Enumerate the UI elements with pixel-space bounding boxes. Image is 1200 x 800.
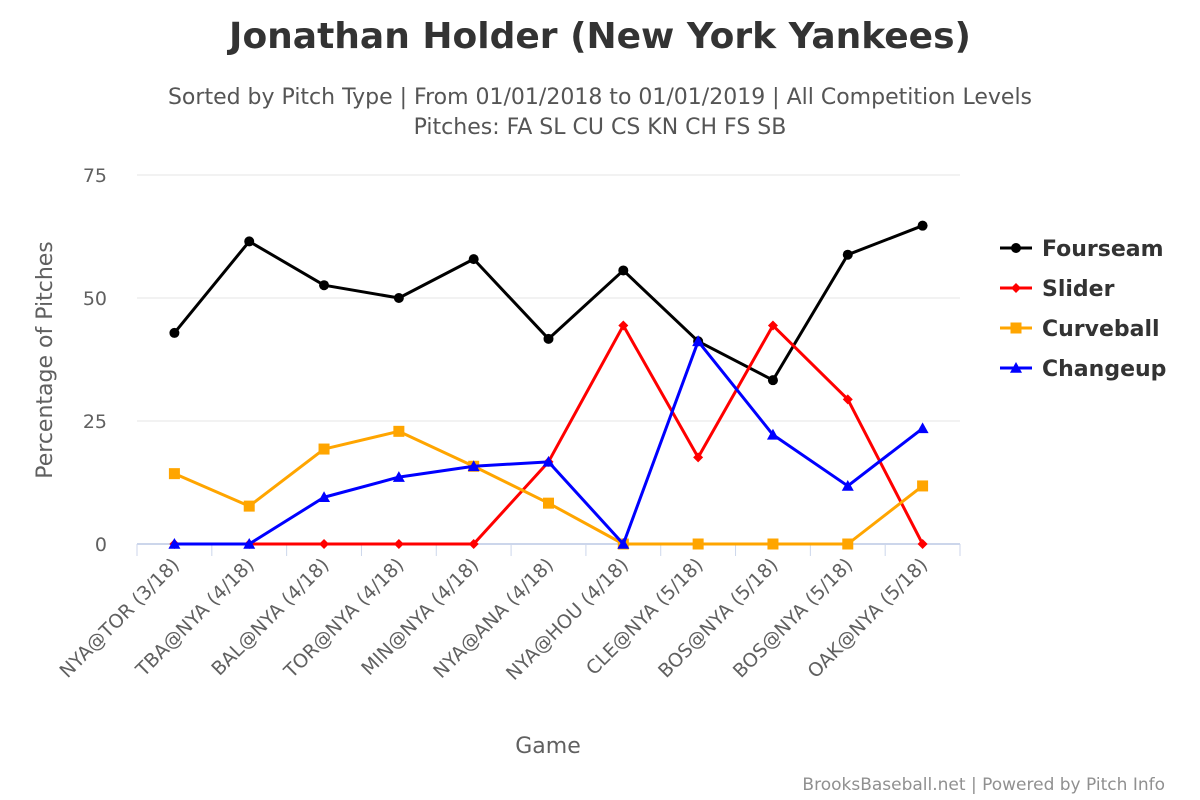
series-line-curveball xyxy=(173,429,924,546)
point-slider-6 xyxy=(618,320,629,331)
point-fourseam-2 xyxy=(319,280,330,291)
point-slider-3 xyxy=(393,539,404,549)
credit-text[interactable]: BrooksBaseball.net | Powered by Pitch In… xyxy=(802,775,1165,795)
legend-marker-fourseam xyxy=(1011,243,1021,253)
point-curveball-1 xyxy=(243,500,255,512)
series-group xyxy=(168,220,929,550)
point-fourseam-5 xyxy=(543,333,554,344)
series-curveball xyxy=(168,425,929,550)
point-changeup-1 xyxy=(243,538,256,549)
series-line-slider xyxy=(174,324,924,546)
point-fourseam-3 xyxy=(393,293,404,303)
point-slider-9 xyxy=(842,394,853,405)
point-fourseam-1 xyxy=(244,236,255,247)
point-changeup-4 xyxy=(467,460,480,472)
point-slider-4 xyxy=(468,539,479,549)
series-line-fourseam xyxy=(173,224,924,382)
point-curveball-9 xyxy=(842,538,854,550)
legend-item-curveball[interactable]: Curveball xyxy=(1000,317,1160,342)
series-changeup xyxy=(168,335,929,549)
series-slider xyxy=(169,320,928,549)
point-curveball-0 xyxy=(168,468,180,480)
legend-label-changeup: Changeup xyxy=(1042,357,1166,382)
chart-subtitle-line2: Pitches: FA SL CU CS KN CH FS SB xyxy=(414,115,787,140)
legend[interactable]: Fourseam Slider Curveball Changeup xyxy=(1000,237,1166,382)
point-curveball-2 xyxy=(318,443,330,455)
x-axis: NYA@TOR (3/18)TBA@NYA (4/18)BAL@NYA (4/1… xyxy=(56,543,961,685)
series-fourseam xyxy=(169,220,928,386)
legend-marker-changeup xyxy=(1010,362,1022,373)
point-changeup-2 xyxy=(318,491,331,503)
point-curveball-10 xyxy=(917,480,929,492)
point-fourseam-0 xyxy=(169,327,180,338)
series-line-changeup xyxy=(174,339,924,546)
point-fourseam-4 xyxy=(468,254,479,265)
grid xyxy=(137,174,960,422)
point-changeup-8 xyxy=(766,428,779,440)
legend-item-slider[interactable]: Slider xyxy=(1000,277,1115,302)
legend-item-changeup[interactable]: Changeup xyxy=(1000,357,1166,382)
legend-marker-slider xyxy=(1011,283,1021,293)
point-slider-7 xyxy=(693,452,704,463)
point-fourseam-9 xyxy=(842,249,853,260)
point-slider-8 xyxy=(767,320,778,331)
legend-label-slider: Slider xyxy=(1042,277,1115,302)
legend-label-curveball: Curveball xyxy=(1042,317,1160,342)
legend-item-fourseam[interactable]: Fourseam xyxy=(1000,237,1164,262)
chart-subtitle-line1: Sorted by Pitch Type | From 01/01/2018 t… xyxy=(168,85,1032,110)
y-tick-label-2: 50 xyxy=(83,288,107,310)
point-changeup-3 xyxy=(392,471,405,482)
point-curveball-7 xyxy=(692,538,704,550)
point-fourseam-8 xyxy=(767,375,778,386)
point-changeup-5 xyxy=(542,455,555,467)
point-curveball-3 xyxy=(393,425,405,437)
x-axis-label: Game xyxy=(515,734,581,759)
point-slider-2 xyxy=(319,539,330,549)
y-axis-ticks: 0 25 50 75 xyxy=(83,165,107,556)
point-changeup-6 xyxy=(617,538,630,549)
point-changeup-10 xyxy=(916,422,929,434)
point-changeup-0 xyxy=(168,538,181,549)
y-tick-label-0: 0 xyxy=(95,534,107,556)
point-changeup-7 xyxy=(692,335,705,347)
legend-label-fourseam: Fourseam xyxy=(1042,237,1164,262)
point-curveball-5 xyxy=(543,497,554,509)
point-fourseam-10 xyxy=(917,220,928,231)
point-fourseam-6 xyxy=(618,265,629,276)
y-tick-label-1: 25 xyxy=(83,411,107,433)
y-axis-label: Percentage of Pitches xyxy=(33,241,58,479)
chart-title: Jonathan Holder (New York Yankees) xyxy=(226,16,971,57)
point-slider-10 xyxy=(917,539,928,549)
point-curveball-8 xyxy=(767,538,779,550)
y-tick-label-3: 75 xyxy=(83,165,107,187)
point-changeup-9 xyxy=(841,479,854,491)
legend-marker-curveball xyxy=(1010,322,1022,334)
